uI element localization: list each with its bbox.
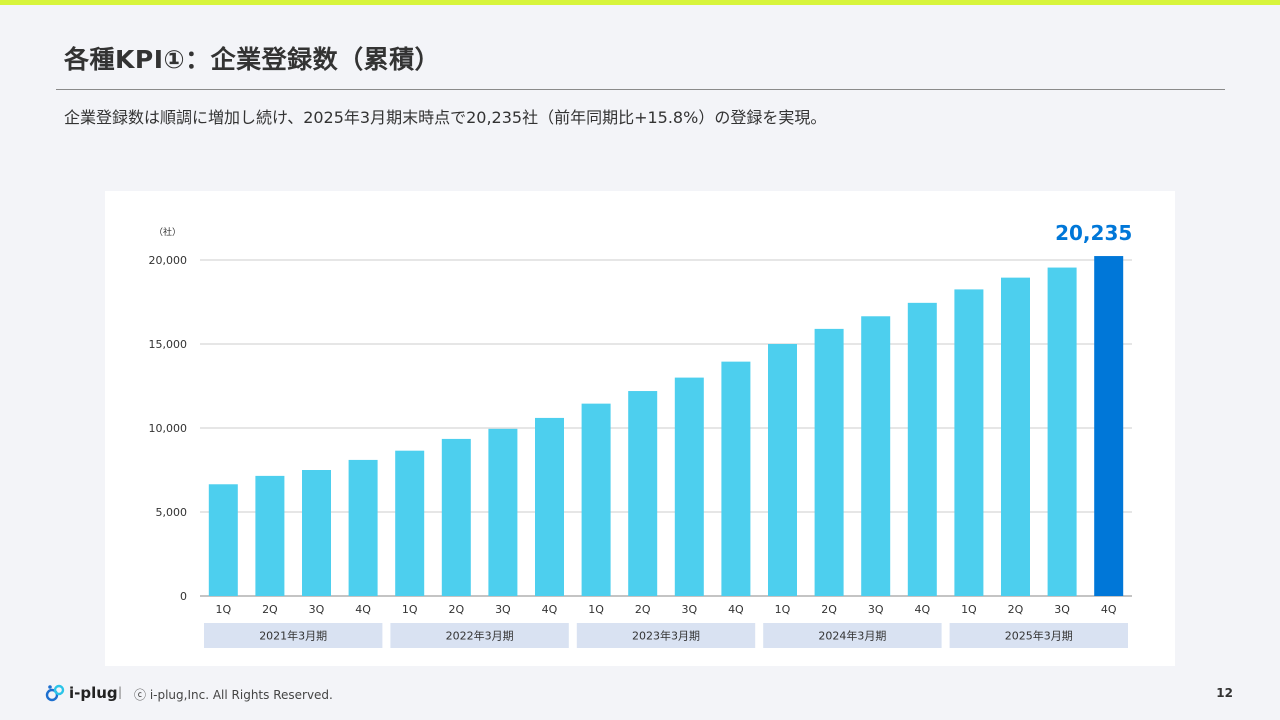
y-tick-label: 10,000 [149,422,188,435]
bar-chart: 0 5,000 10,000 15,000 20,000 （社） 1Q 2Q 3Q 4Q 1Q 2Q 3… [149,221,1132,648]
bar [488,428,518,596]
x-tick-label: 2Q [635,603,651,616]
bar [628,391,658,596]
footer-separator: | [118,685,123,699]
fiscal-year-group-label: 2021年3月期 [259,629,327,643]
page-number: 12 [1216,686,1233,700]
x-tick-label: 4Q [914,603,930,616]
page-title: 各種KPI①：企業登録数（累積） [64,45,441,74]
company-logo: i-plug [44,683,118,703]
bar [861,316,891,596]
fiscal-year-group-box [763,623,942,648]
bar [441,438,471,596]
x-tick-label: 1Q [775,603,791,616]
top-accent-bar [0,0,1280,5]
logo-text: i-plug [69,684,118,702]
x-tick-label: 4Q [355,603,371,616]
chart-panel: 0 5,000 10,000 15,000 20,000 （社） 1Q 2Q 3Q 4Q 1Q 2Q 3… [105,191,1175,666]
x-tick-label: 2Q [448,603,464,616]
y-axis-unit-label: （社） [154,226,181,238]
bar [907,302,937,596]
logo-mark-icon [45,684,65,702]
fiscal-year-group-label: 2025年3月期 [1005,629,1073,643]
copyright-text: ⓒ i-plug,Inc. All Rights Reserved. [134,688,333,702]
title-divider [56,89,1225,90]
fiscal-year-group-box [576,623,756,648]
x-tick-label: 1Q [402,603,418,616]
bar [721,361,751,596]
x-tick-label: 4Q [728,603,744,616]
bar [208,484,238,596]
fiscal-year-group-label: 2022年3月期 [446,629,514,643]
x-tick-label: 1Q [961,603,977,616]
fiscal-year-group-box [949,623,1128,648]
x-tick-label: 1Q [588,603,604,616]
y-tick-label: 20,000 [149,254,188,267]
x-tick-label: 1Q [215,603,231,616]
fiscal-year-group-label: 2024年3月期 [818,629,886,643]
bar [1047,267,1077,596]
bar [581,403,611,596]
x-tick-label: 2Q [1008,603,1024,616]
x-tick-label: 2Q [262,603,278,616]
bar [1094,256,1124,596]
y-tick-label: 5,000 [156,506,188,519]
bar [768,344,797,596]
bar [814,328,844,596]
x-tick-label: 3Q [495,603,511,616]
bar [302,470,331,596]
x-tick-label: 4Q [1101,603,1117,616]
fiscal-year-group-box [390,623,569,648]
bar [255,475,285,596]
x-tick-label: 3Q [1054,603,1070,616]
page-subtitle: 企業登録数は順調に増加し続け、2025年3月期末時点で20,235社（前年同期比… [64,108,827,127]
bar [348,459,378,596]
bar [954,289,984,596]
fiscal-year-group-box [204,623,383,648]
bar [674,377,704,596]
y-tick-label: 15,000 [149,338,188,351]
x-tick-label: 2Q [821,603,837,616]
fiscal-year-group-label: 2023年3月期 [632,629,700,643]
x-tick-label: 3Q [868,603,884,616]
bar [1001,277,1030,596]
x-tick-label: 4Q [542,603,558,616]
x-tick-label: 3Q [309,603,325,616]
x-tick-label: 3Q [681,603,697,616]
highlight-data-label: 20,235 [1055,221,1132,245]
y-tick-label: 0 [180,590,187,603]
bar [535,417,564,596]
bar [395,450,425,596]
